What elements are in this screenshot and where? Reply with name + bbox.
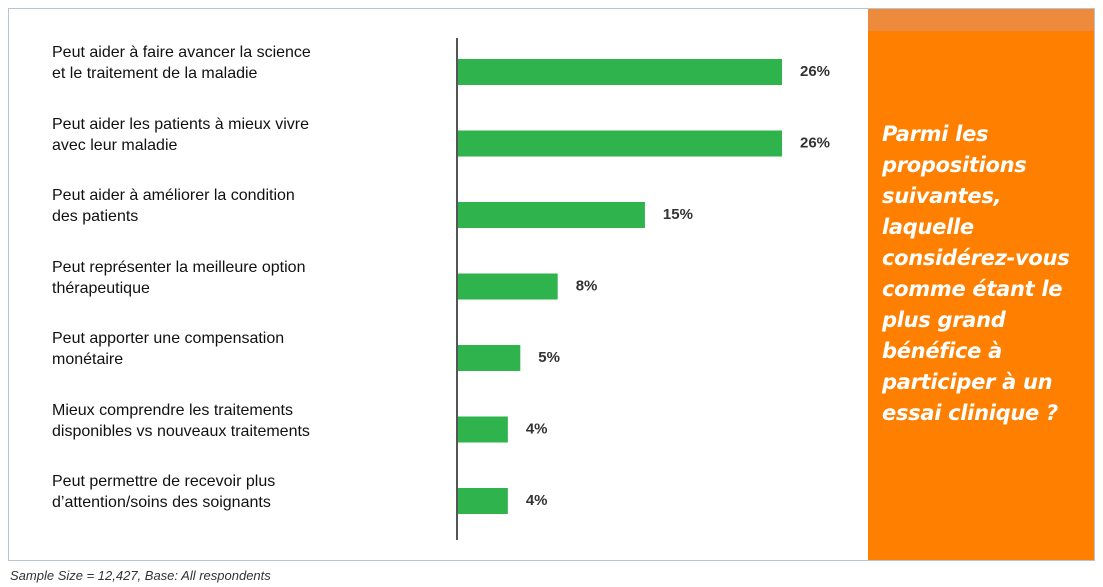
value-label: 15%	[663, 206, 693, 223]
category-label: Peut aider à faire avancer la science et…	[52, 44, 311, 82]
value-label: 5%	[538, 349, 560, 366]
panel-strip	[868, 9, 1094, 31]
category-label: Peut apporter une compensation monétaire	[52, 330, 285, 368]
value-label: 4%	[526, 492, 548, 509]
bar	[458, 130, 782, 157]
category-label: Peut aider les patients à mieux vivre av…	[52, 115, 310, 154]
bar	[458, 273, 558, 300]
bar	[458, 59, 782, 85]
bar	[458, 416, 508, 443]
category-label: Peut aider à améliorer la condition des …	[52, 187, 295, 225]
footnote: Sample Size = 12,427, Base: All responde…	[10, 568, 271, 583]
question-text: Parmi les propositions suivantes, laquel…	[882, 122, 1070, 425]
question-panel: Parmi les propositions suivantes, laquel…	[868, 9, 1094, 560]
value-label: 26%	[800, 63, 830, 80]
chart: 26% 26% 15% 8% 5% 4% 4%	[456, 38, 830, 540]
bar	[458, 345, 521, 371]
value-label: 8%	[576, 277, 598, 294]
category-label: Mieux comprendre les traitements disponi…	[52, 401, 310, 440]
category-label: Peut permettre de recevoir plus d’attent…	[52, 473, 276, 511]
value-label: 26%	[800, 134, 830, 151]
category-label: Peut représenter la meilleure option thé…	[52, 258, 306, 297]
value-label: 4%	[526, 420, 548, 437]
bar	[458, 202, 645, 228]
bar	[458, 488, 508, 514]
frame	[8, 8, 1095, 561]
